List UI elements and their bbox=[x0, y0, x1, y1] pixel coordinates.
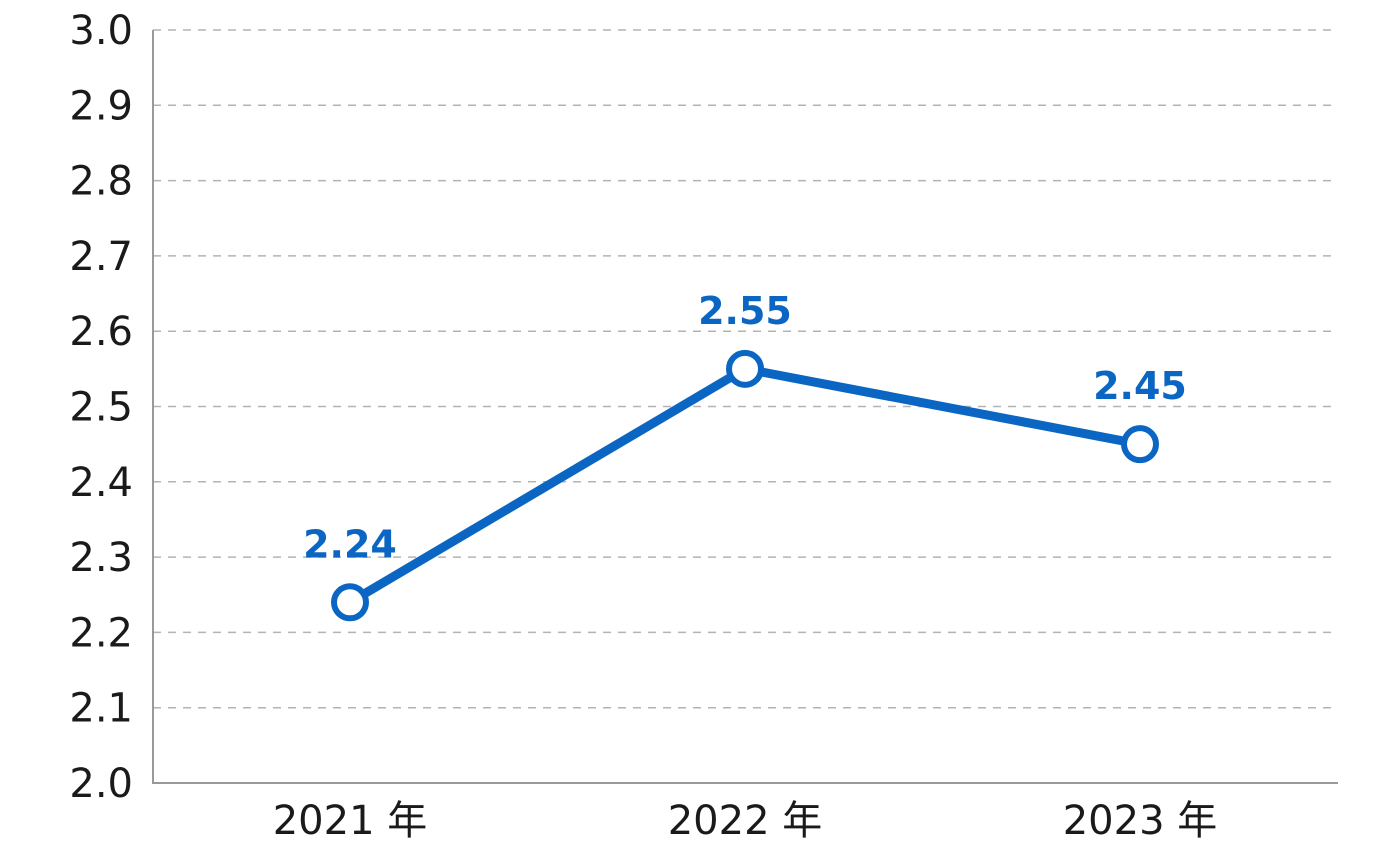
y-tick-label: 2.9 bbox=[69, 83, 133, 129]
data-points bbox=[331, 349, 1159, 622]
data-label: 2.24 bbox=[303, 522, 397, 566]
data-point bbox=[1121, 425, 1159, 464]
y-tick-label: 2.0 bbox=[69, 761, 133, 807]
y-tick-label: 2.3 bbox=[69, 535, 133, 581]
y-tick-label: 2.8 bbox=[69, 159, 133, 205]
data-point bbox=[726, 349, 764, 388]
data-label: 2.55 bbox=[698, 289, 792, 333]
axes bbox=[152, 30, 1338, 784]
y-tick-label: 2.4 bbox=[69, 460, 133, 506]
x-category-labels: 2021 年 2022 年 2023 年 bbox=[273, 798, 1218, 844]
data-label: 2.45 bbox=[1093, 364, 1187, 408]
y-tick-label: 2.5 bbox=[69, 385, 133, 431]
y-tick-label: 2.1 bbox=[69, 686, 133, 732]
y-tick-label: 2.7 bbox=[69, 234, 133, 280]
data-labels: 2.24 2.55 2.45 bbox=[303, 289, 1187, 566]
x-category-label: 2022 年 bbox=[668, 798, 823, 844]
y-tick-label: 2.6 bbox=[69, 309, 133, 355]
data-point bbox=[331, 583, 369, 622]
grid-lines bbox=[153, 29, 1338, 709]
series-line bbox=[345, 364, 1145, 607]
x-category-label: 2021 年 bbox=[273, 798, 428, 844]
axis-frame bbox=[152, 30, 1338, 784]
y-tick-label: 3.0 bbox=[69, 8, 133, 54]
y-tick-label: 2.2 bbox=[69, 610, 133, 656]
x-category-label: 2023 年 bbox=[1063, 798, 1218, 844]
series-line bbox=[345, 364, 1145, 607]
y-tick-labels: 2.0 2.1 2.2 2.3 2.4 2.5 2.6 2.7 2.8 2.9 3.0 bbox=[69, 8, 133, 807]
